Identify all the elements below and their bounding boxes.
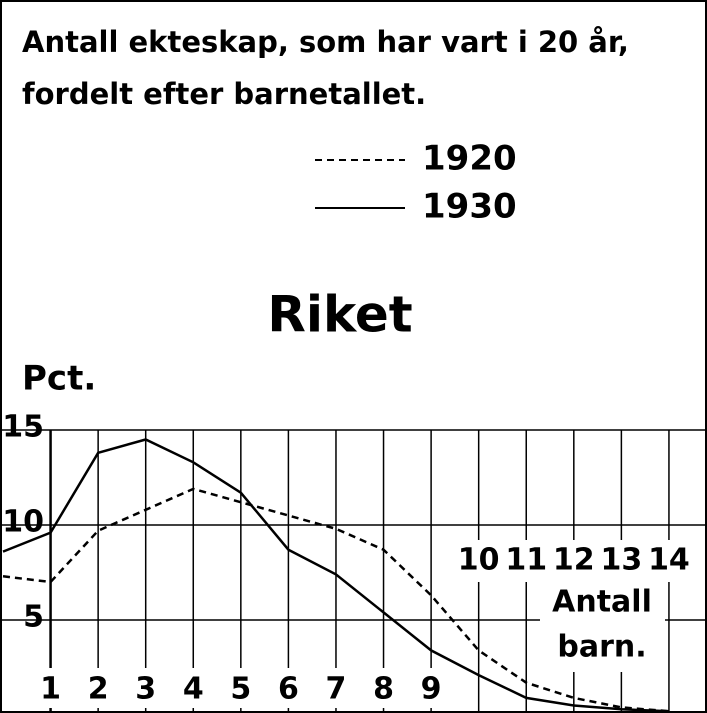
y-label: Pct. xyxy=(22,359,96,399)
x-tick-label: 8 xyxy=(373,672,394,707)
y-tick-label: 15 xyxy=(2,410,44,445)
title-line: Antall ekteskap, som har vart i 20 år, xyxy=(22,25,629,59)
legend-label: 1930 xyxy=(422,187,517,227)
x-tick-label: 6 xyxy=(278,672,299,707)
subtitle: Riket xyxy=(267,286,412,344)
x-tick-label: 2 xyxy=(88,672,109,707)
x-tick-label: 5 xyxy=(230,672,251,707)
y-tick-label: 10 xyxy=(2,505,44,540)
x-tick-label: 11 xyxy=(505,543,547,578)
label-background xyxy=(15,668,445,708)
x-tick-label: 7 xyxy=(326,672,347,707)
series-line xyxy=(2,487,670,713)
series-line xyxy=(2,438,669,713)
x-tick-label: 10 xyxy=(458,543,500,578)
x-label: barn. xyxy=(557,630,646,665)
x-tick-label: 3 xyxy=(135,672,156,707)
x-tick-label: 9 xyxy=(421,672,442,707)
label-background xyxy=(540,582,665,672)
x-tick-label: 4 xyxy=(183,672,204,707)
x-label: Antall xyxy=(552,585,652,620)
x-tick-label: 14 xyxy=(648,543,690,578)
x-tick-label: 1 xyxy=(40,672,61,707)
label-background xyxy=(462,540,690,582)
title-line: fordelt efter barnetallet. xyxy=(22,77,426,111)
x-tick-label: 12 xyxy=(553,543,595,578)
y-tick-label: 5 xyxy=(23,600,44,635)
x-tick-label: 13 xyxy=(601,543,643,578)
legend-label: 1920 xyxy=(422,139,517,179)
